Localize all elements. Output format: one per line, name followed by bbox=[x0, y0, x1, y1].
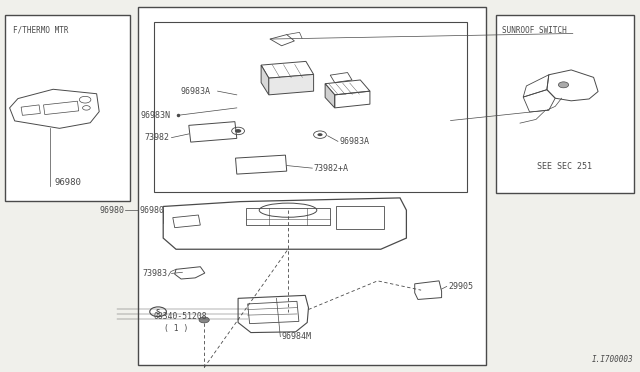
Circle shape bbox=[235, 129, 241, 133]
Text: 73983: 73983 bbox=[142, 269, 167, 278]
Text: F/THERMO MTR: F/THERMO MTR bbox=[13, 25, 68, 34]
Text: 73982+A: 73982+A bbox=[314, 164, 349, 173]
Bar bbox=[496, 15, 634, 193]
Text: 29905: 29905 bbox=[448, 282, 473, 291]
Bar bbox=[336, 206, 384, 229]
Text: I.I700003: I.I700003 bbox=[592, 355, 634, 364]
Circle shape bbox=[199, 317, 209, 323]
Text: 73982: 73982 bbox=[144, 133, 169, 142]
Text: 96983N: 96983N bbox=[141, 111, 171, 120]
Text: ( 1 ): ( 1 ) bbox=[164, 324, 188, 333]
Text: 96984M: 96984M bbox=[282, 332, 312, 341]
Text: S: S bbox=[156, 309, 160, 315]
Text: 96980: 96980 bbox=[100, 206, 125, 215]
Bar bbox=[246, 208, 330, 225]
Text: SEE SEC 251: SEE SEC 251 bbox=[538, 162, 592, 171]
Circle shape bbox=[558, 82, 569, 88]
Text: 08340-51208: 08340-51208 bbox=[154, 312, 207, 321]
Polygon shape bbox=[269, 74, 314, 95]
Text: SUNROOF SWITCH: SUNROOF SWITCH bbox=[502, 26, 567, 35]
Polygon shape bbox=[325, 84, 335, 108]
Circle shape bbox=[317, 133, 323, 136]
Text: 96983A: 96983A bbox=[180, 87, 211, 96]
Bar bbox=[154, 22, 467, 192]
Text: 96983A: 96983A bbox=[339, 137, 369, 146]
Text: 96980: 96980 bbox=[54, 178, 81, 187]
Bar bbox=[5, 15, 130, 201]
Bar bbox=[138, 7, 486, 365]
Polygon shape bbox=[261, 65, 269, 95]
Text: 96980: 96980 bbox=[140, 206, 164, 215]
